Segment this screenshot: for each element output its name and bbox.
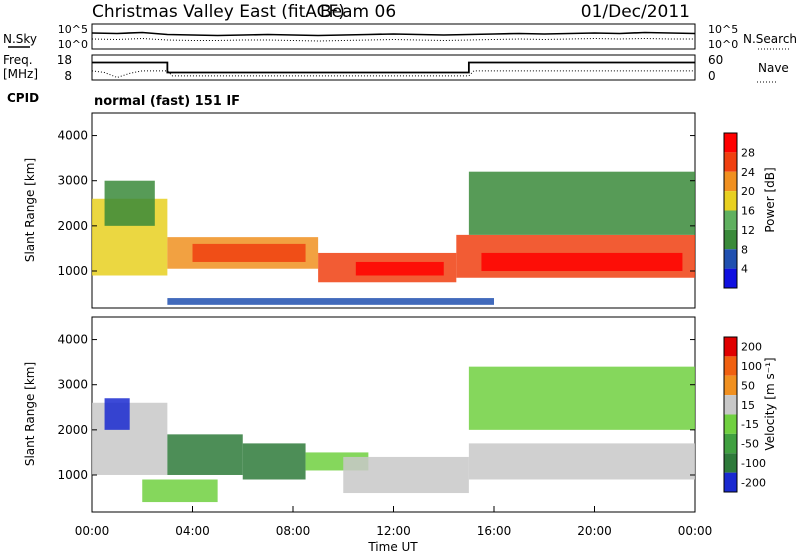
power-panel: 1000 2000 3000 4000 Slant Range [km] 28 24 20… [23,112,777,309]
velocity-ytick-label-3: 4000 [57,333,88,347]
xtick-label-2: 08:00 [276,524,311,538]
xtick-label-0: 00:00 [75,524,110,538]
velocity-colorbar-tick-6: -100 [741,457,766,470]
noise-right-tick-bottom: 10^0 [708,38,738,51]
power-ytick-label-0: 1000 [57,264,88,278]
power-ytick-label-2: 3000 [57,174,88,188]
velocity-band-2 [242,443,306,480]
velocity-band-4 [343,456,469,494]
power-ylabel: Slant Range [km] [23,158,37,262]
velocity-colorbar-tick-0: 200 [741,341,762,354]
velocity-colorbar-tick-5: -50 [741,438,759,451]
power-colorbar-tick-5: 8 [741,243,748,256]
power-band-8 [468,171,695,235]
power-colorbar-segment-5 [724,229,737,250]
n-sky-series-line [91,31,696,37]
power-band-3 [192,243,306,262]
n-sky-label: N.Sky [3,32,37,46]
power-band-1 [104,180,155,226]
velocity-band-7 [104,398,130,430]
velocity-colorbar-segment-5 [724,433,737,454]
velocity-colorbar-segment-6 [724,453,737,473]
velocity-band-1 [167,434,243,475]
velocity-colorbar-segment-7 [724,472,737,492]
cpid-label: CPID [7,91,39,105]
power-ytick-label-1: 2000 [57,219,88,233]
noise-left-tick-bottom: 10^0 [58,38,88,51]
velocity-ytick-label-0: 1000 [57,468,88,482]
power-colorbar-segment-4 [724,210,737,230]
velocity-colorbar-segment-1 [724,356,737,376]
power-colorbar-tick-0: 28 [741,146,755,159]
xtick-label-1: 04:00 [175,524,210,538]
velocity-ylabel: Slant Range [km] [23,362,37,466]
xtick-label-6: 00:00 [678,524,713,538]
power-colorbar-tick-4: 12 [741,224,755,237]
xtick-label-5: 20:00 [577,524,612,538]
velocity-band-5 [468,443,695,480]
power-colorbar-label: Power [dB] [763,167,777,232]
power-colorbar-segment-0 [724,133,737,153]
freq-label-2: [MHz] [3,67,38,81]
power-colorbar-frame [723,132,738,289]
nave-tick-bottom: 0 [708,69,716,83]
power-colorbar-segment-6 [724,249,737,269]
velocity-colorbar-tick-3: 15 [741,399,755,412]
date-label: 01/Dec/2011 [581,2,690,22]
velocity-panel: 1000 2000 3000 4000 Slant Range [km] 200 100… [23,316,777,554]
noise-panel-frame [91,23,696,50]
frequency-panel: Freq. [MHz] 18 8 60 0 Nave [3,53,789,83]
velocity-ytick-label-2: 3000 [57,378,88,392]
power-colorbar-tick-2: 20 [741,185,755,198]
noise-panel: N.Sky 10^5 10^0 10^5 10^0 N.Search [3,23,797,51]
nave-series-line [91,70,695,79]
time-xlabel: Time UT [367,540,418,554]
mode-label: normal (fast) 151 IF [94,94,240,109]
power-colorbar-tick-1: 24 [741,166,755,179]
velocity-band-8 [468,366,695,430]
noise-right-tick-top: 10^5 [708,23,738,36]
nave-label: Nave [758,61,789,75]
power-band-5 [355,261,444,276]
power-colorbar-tick-6: 4 [741,263,748,276]
power-colorbar-segment-1 [724,152,737,172]
beam-label: Beam 06 [320,2,396,22]
freq-tick-bottom: 8 [64,69,72,83]
velocity-colorbar-tick-2: 50 [741,379,755,392]
velocity-colorbar-segment-4 [724,414,737,434]
velocity-colorbar-segment-2 [724,375,737,396]
freq-tick-top: 18 [57,53,72,67]
frequency-series-line [92,61,695,74]
velocity-colorbar-tick-7: -200 [741,476,766,489]
freq-label-1: Freq. [3,53,33,67]
power-ytick-label-3: 4000 [57,129,88,143]
xtick-label-4: 16:00 [477,524,512,538]
power-colorbar-segment-2 [724,171,737,192]
power-band-7 [481,252,683,271]
noise-left-tick-top: 10^5 [58,23,88,36]
velocity-colorbar-tick-1: 100 [741,360,762,373]
xtick-label-3: 12:00 [376,524,411,538]
velocity-band-6 [142,479,218,503]
figure-title: Christmas Valley East (fitACF) [92,2,345,22]
velocity-colorbar-frame [723,336,738,493]
velocity-colorbar-segment-0 [724,337,737,357]
velocity-colorbar-tick-4: -15 [741,418,759,431]
velocity-colorbar-segment-3 [724,395,737,415]
power-band-9 [167,298,494,305]
power-colorbar-tick-3: 16 [741,205,755,218]
nave-tick-top: 60 [708,53,723,67]
power-colorbar-segment-3 [724,191,737,211]
velocity-ytick-label-1: 2000 [57,423,88,437]
power-colorbar-segment-7 [724,268,737,288]
n-search-series-line [91,37,695,42]
n-search-label: N.Search [743,32,797,46]
frequency-panel-frame [91,54,696,81]
velocity-colorbar-label: Velocity [m s⁻¹] [763,357,777,450]
